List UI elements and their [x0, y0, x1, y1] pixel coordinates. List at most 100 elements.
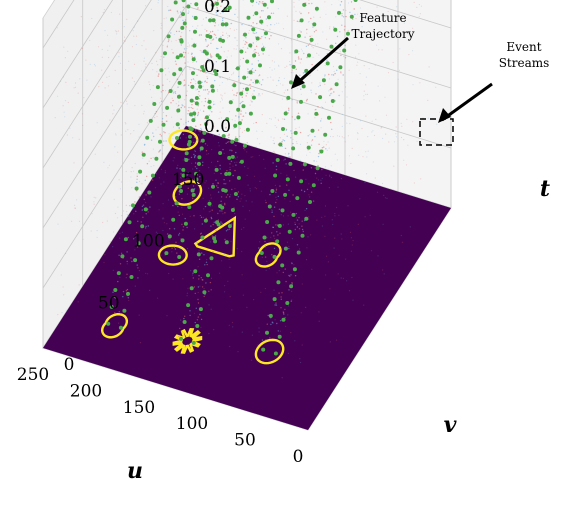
- event-point: [234, 237, 236, 239]
- trajectory-point: [245, 59, 250, 64]
- event-point: [306, 28, 308, 31]
- event-point: [62, 105, 64, 107]
- trajectory-point: [315, 166, 320, 171]
- event-point: [290, 39, 292, 41]
- event-point: [239, 59, 242, 61]
- event-point: [147, 225, 149, 227]
- event-point: [205, 63, 207, 65]
- event-point: [251, 73, 253, 75]
- event-point: [283, 313, 285, 315]
- event-point: [214, 103, 216, 105]
- event-point: [400, 136, 403, 139]
- trajectory-point: [228, 100, 233, 105]
- event-point: [274, 117, 276, 119]
- trajectory-point: [224, 172, 229, 176]
- trajectory-point: [164, 251, 169, 256]
- event-point: [213, 172, 215, 174]
- event-point: [278, 80, 280, 82]
- trajectory-point: [182, 320, 187, 324]
- event-point: [114, 297, 117, 299]
- event-point: [193, 149, 196, 151]
- event-point: [275, 224, 277, 226]
- event-point: [194, 130, 196, 132]
- event-point: [233, 71, 235, 73]
- event-point: [192, 15, 194, 18]
- event-point: [311, 82, 313, 84]
- event-point: [274, 24, 276, 26]
- tick-label-v: 150: [172, 170, 204, 190]
- event-point: [250, 79, 252, 81]
- event-point: [62, 286, 64, 288]
- event-point: [190, 82, 192, 84]
- event-point: [257, 60, 260, 62]
- event-point: [192, 272, 194, 274]
- trajectory-point: [302, 162, 307, 167]
- event-point: [241, 274, 243, 276]
- event-point: [186, 181, 188, 184]
- event-point: [342, 74, 344, 76]
- trajectory-point: [175, 136, 179, 140]
- event-point: [120, 252, 123, 254]
- event-point: [176, 188, 178, 190]
- event-point: [135, 35, 138, 37]
- event-point: [306, 56, 308, 59]
- event-point: [197, 291, 199, 294]
- event-point: [290, 130, 292, 132]
- event-point: [310, 234, 312, 236]
- event-point: [251, 95, 253, 97]
- annotation-text: Trajectory: [352, 27, 415, 41]
- trajectory-point: [178, 67, 183, 72]
- tick-label-v: 0: [64, 355, 75, 375]
- event-point: [246, 174, 248, 176]
- event-point: [374, 177, 376, 179]
- event-point: [222, 76, 224, 78]
- event-point: [81, 113, 84, 115]
- event-point: [193, 68, 195, 71]
- event-point: [383, 273, 385, 275]
- event-point: [191, 179, 193, 181]
- event-point: [194, 88, 196, 90]
- event-point: [112, 231, 115, 233]
- event-point: [179, 247, 181, 250]
- event-point: [325, 174, 327, 176]
- event-point: [225, 32, 228, 34]
- event-point: [210, 225, 212, 227]
- event-point: [104, 30, 106, 32]
- event-point: [201, 101, 203, 103]
- event-point: [77, 92, 79, 94]
- event-point: [197, 302, 200, 304]
- trajectory-point: [155, 85, 160, 90]
- trajectory-point: [194, 2, 199, 7]
- floor-shape-heart: [101, 313, 129, 339]
- event-point: [329, 89, 331, 91]
- event-point: [224, 285, 226, 287]
- event-point: [120, 134, 122, 136]
- event-point: [293, 1, 295, 3]
- event-point: [172, 99, 174, 102]
- event-point: [162, 44, 164, 47]
- event-point: [175, 39, 177, 42]
- event-point: [301, 225, 303, 227]
- event-point: [167, 5, 169, 8]
- trajectory-point: [138, 169, 143, 174]
- event-point: [176, 112, 178, 114]
- event-point: [237, 351, 239, 353]
- event-point: [112, 269, 114, 271]
- event-point: [227, 34, 229, 36]
- event-point: [337, 78, 339, 80]
- event-point: [221, 81, 223, 84]
- event-point: [224, 130, 226, 132]
- event-point: [323, 140, 325, 142]
- event-point: [199, 150, 202, 152]
- event-point: [226, 141, 229, 143]
- trajectory-point: [191, 340, 196, 345]
- event-point: [204, 28, 206, 30]
- event-point: [418, 4, 420, 6]
- event-point: [152, 148, 154, 150]
- event-point: [228, 136, 230, 139]
- event-point: [341, 15, 343, 17]
- event-point: [144, 227, 147, 229]
- event-point: [232, 73, 234, 75]
- event-point: [184, 335, 186, 337]
- event-point: [264, 256, 267, 258]
